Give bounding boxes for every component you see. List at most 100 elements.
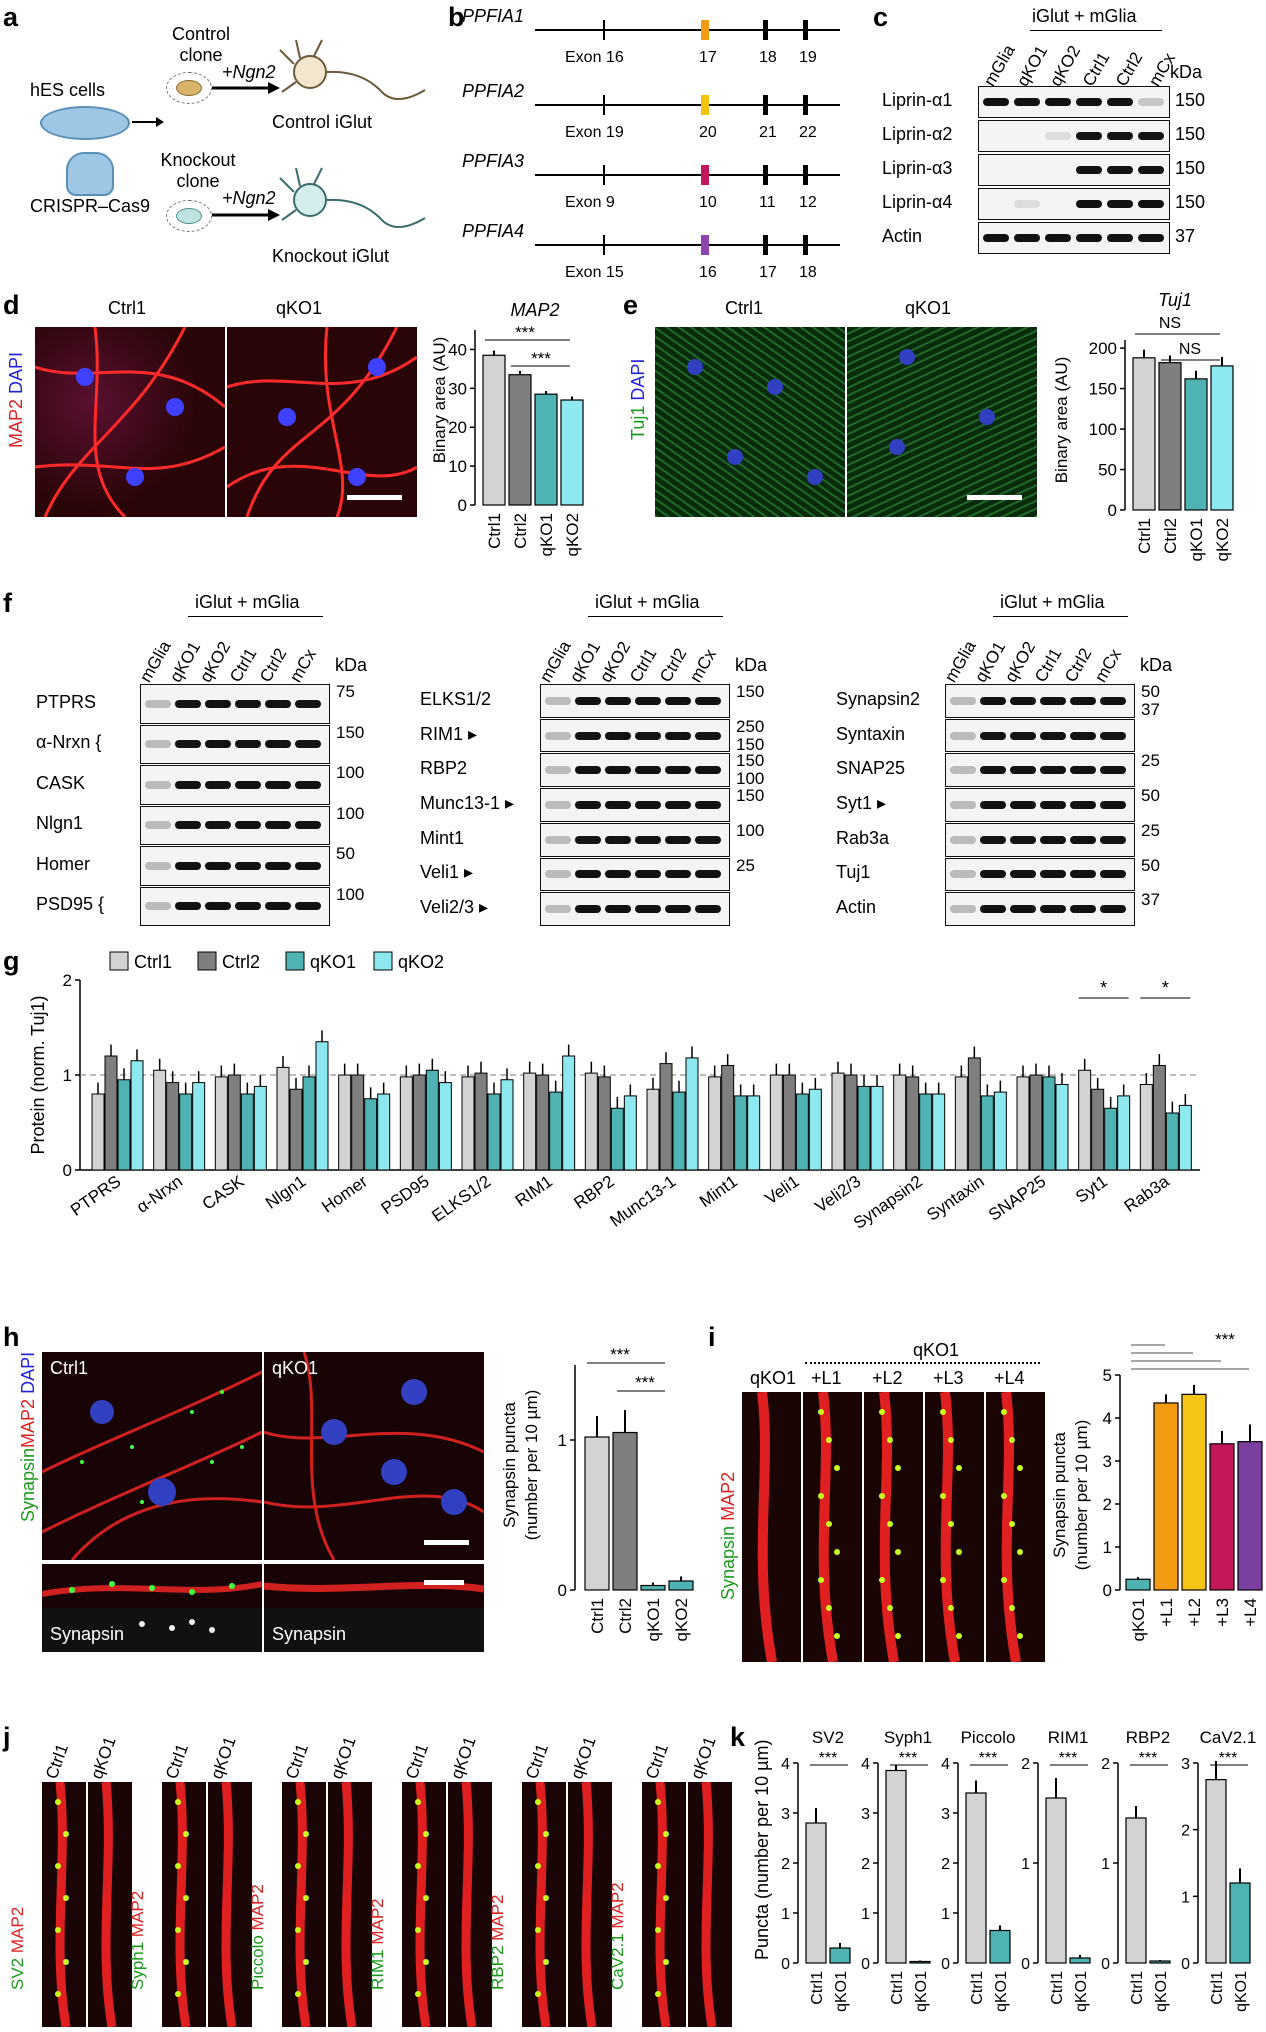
chart-h-cat-0: Ctrl1: [588, 1598, 607, 1634]
chart-k-5-ytick-label-2: 2: [1181, 1823, 1190, 1840]
blot-f3-band-5-5: [1100, 870, 1126, 879]
chart-k-0-bar-0: [805, 1822, 827, 1964]
chart-g-bar-0-3: [130, 1060, 144, 1171]
chart-g-bar-1-1: [166, 1082, 180, 1171]
chart-g-ytick-label-1: 1: [63, 1066, 72, 1085]
chart-k: SV2 *** 0 1 2 3 4 Ctrl1 qKO1 Syph1 *** 0 1 2 3 4 Ctrl1 qK…: [781, 1728, 1256, 2012]
micrograph-j-5-0-punctum-1: [663, 1831, 669, 1837]
inset-h-qko1-label: Synapsin: [272, 1624, 347, 1644]
blot-f2-band-1-0: [545, 731, 571, 740]
micrograph-j-3-0-punctum-2: [415, 1863, 421, 1869]
hes-cells-label: hES cells: [30, 80, 106, 100]
chart-d-ytick-label-1: 10: [448, 457, 467, 476]
micrograph-i-4-dendrite: [1001, 1392, 1021, 1662]
chart-k-2-cat-1: qKO1: [993, 1971, 1010, 2012]
chart-k-5-ytick-label-3: 3: [1181, 1756, 1190, 1773]
chart-g-cat-0: PTPRS: [67, 1172, 124, 1220]
blot-f1-strip-0: [140, 684, 330, 724]
blot-f3-band-5-1: [980, 870, 1006, 879]
blot-f1-strip-4: [140, 846, 330, 886]
blot-f1-band-2-1: [175, 780, 201, 789]
band-c-1-5: [1138, 132, 1164, 140]
micrograph-j-2-0-punctum-1: [303, 1831, 309, 1837]
micrograph-i-3-dendrite: [940, 1392, 960, 1662]
mw-c-1: 150: [1175, 124, 1206, 144]
panel-j-ctrl-4: Ctrl1: [522, 1741, 553, 1782]
micrograph-j-2-0-punctum-0: [295, 1799, 301, 1805]
blot-f1-label-2: CASK: [36, 772, 86, 793]
exon-label-1-2: 21: [759, 124, 777, 141]
micrograph-j-0-0-dendrite: [55, 1782, 71, 2027]
blot-f3-strip-4: [945, 822, 1135, 857]
blot-f2-strip-0: [540, 684, 730, 718]
blot-f3-band-4-3: [1040, 835, 1066, 844]
blot-f3-band-0-3: [1040, 696, 1066, 705]
chart-g-bar-3-1: [289, 1088, 303, 1171]
exon-target-1: [701, 95, 709, 115]
micrograph-j-0-0-punctum-6: [55, 1991, 61, 1997]
chart-g-bar-2-2: [240, 1093, 254, 1171]
blot-f2-mw-3-0: 150: [736, 786, 765, 806]
scissors-icon-2: ✂: [699, 163, 711, 164]
blot-f2-label-4: Mint1: [420, 827, 465, 848]
panel-i-col-0: qKO1: [750, 1368, 797, 1388]
chart-g-bar-16-0: [1078, 1069, 1092, 1171]
panel-i: qKO1 qKO1 +L1 +L2 +L3 +L4 Synapsin MAP2 Syna…: [0, 0, 1266, 1662]
panel-j-ctrl-2: Ctrl1: [282, 1741, 313, 1782]
chart-h-ylabel-1: Synapsin puncta: [500, 1402, 519, 1528]
chart-d-ytick-label-3: 30: [448, 379, 467, 398]
chart-k-4-title: RBP2: [1126, 1728, 1170, 1747]
chart-e-bar-0: [1132, 357, 1156, 511]
micrograph-i-3-punctum-0: [940, 1409, 946, 1415]
blot-f3-band-1-1: [980, 731, 1006, 740]
blot-f1-band-3-0: [145, 821, 171, 830]
culture-dish-icon: [40, 106, 130, 140]
chart-k-4-sig: ***: [1139, 1750, 1158, 1767]
chart-k-3-sig: ***: [1059, 1750, 1078, 1767]
chart-g-bar-5-3: [438, 1082, 452, 1171]
chart-g-bar-12-1: [844, 1074, 858, 1171]
blot-f1-band-1-1: [175, 740, 201, 749]
blot-f2-label-5: Veli1 ▸: [420, 862, 474, 883]
blot-f2-band-1-4: [665, 731, 691, 740]
blot-c-strip-4: [978, 222, 1170, 254]
chart-e-ytick-label-3: 150: [1089, 380, 1117, 399]
chart-k-2-ytick-label-3: 3: [941, 1806, 950, 1823]
blot-f3-band-6-0: [950, 905, 976, 914]
panel-j-map2-1: MAP2: [128, 1890, 147, 1942]
band-c-0-5: [1138, 98, 1164, 106]
micrograph-j-0-0-punctum-5: [63, 1959, 69, 1965]
panel-i-group-line: [805, 1362, 1040, 1364]
chart-h-cat-2: qKO1: [644, 1598, 663, 1641]
exon-label-2-2: 11: [759, 194, 776, 211]
blot-f2-label-0: ELKS1/2: [420, 688, 492, 709]
blot-f1-band-5-5: [295, 902, 321, 911]
scale-bar-h: [424, 1540, 469, 1545]
chart-k-1-ytick-label-2: 2: [861, 1856, 870, 1873]
scale-bar-e: [967, 495, 1022, 500]
chart-i-ytick-label-1: 1: [1103, 1538, 1112, 1557]
micrograph-j-4-0-punctum-1: [543, 1831, 549, 1837]
blot-f3-band-1-3: [1040, 731, 1066, 740]
blot-f2-band-4-0: [545, 835, 571, 844]
panel-j-marker-2: Piccolo: [248, 1935, 267, 1990]
micrograph-j-1-0-art: [175, 1782, 191, 2027]
micrograph-i-2-punctum-3: [879, 1493, 885, 1499]
chart-g-bar-14-2: [980, 1095, 994, 1171]
exon-target-2: [701, 165, 709, 185]
chart-g-bar-1-0: [153, 1069, 167, 1171]
chart-g-cat-10: Mint1: [696, 1172, 741, 1211]
blot-f2-strip-1: [540, 718, 730, 753]
chart-g-bar-17-2: [1165, 1112, 1179, 1171]
panel-i-col-3: +L3: [933, 1368, 964, 1388]
chart-k-1-ytick-label-0: 0: [861, 1956, 870, 1973]
micrograph-i-4-punctum-7: [1009, 1605, 1015, 1611]
panel-j-label-0: SV2 MAP2: [8, 1907, 28, 1990]
panel-j-marker-1: Syph1: [128, 1941, 147, 1990]
chart-k-3-cat-0: Ctrl1: [1049, 1971, 1066, 2005]
chart-i-ytick-label-3: 3: [1103, 1452, 1112, 1471]
chart-k-5-bar-1: [1229, 1882, 1251, 1964]
chart-d-cat-2: qKO1: [537, 513, 556, 556]
micrograph-i-3: [925, 1392, 984, 1662]
micrograph-i-3-punctum-3: [940, 1493, 946, 1499]
